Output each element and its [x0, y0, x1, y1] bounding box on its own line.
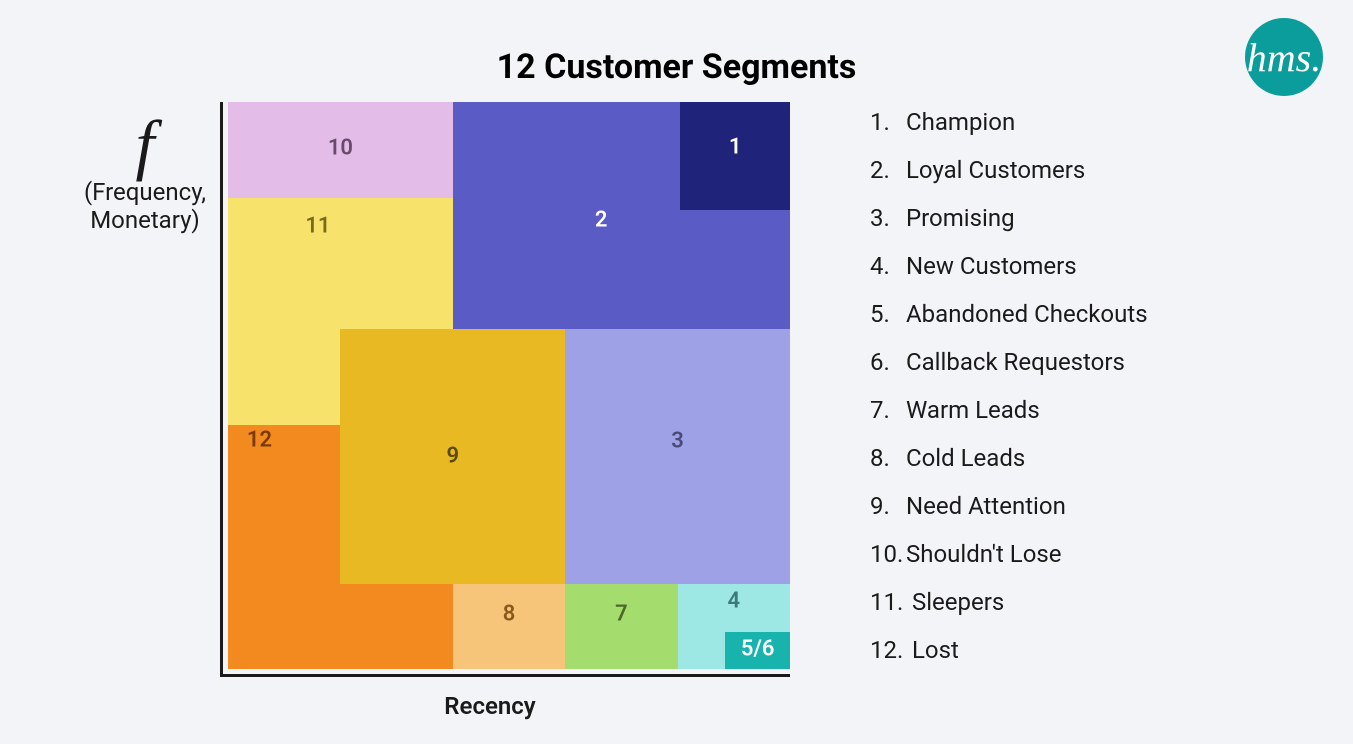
- legend-item-label: Callback Requestors: [906, 348, 1125, 376]
- segment-label-2: 2: [595, 207, 608, 232]
- legend-item-label: Abandoned Checkouts: [906, 300, 1148, 328]
- y-axis-label: f (Frequency, Monetary): [70, 110, 220, 234]
- legend-item-3: 3. Promising: [870, 194, 1148, 242]
- y-axis-text-line2: Monetary): [70, 206, 220, 234]
- page-root: 12 Customer Segments hms. f (Frequency, …: [0, 0, 1353, 744]
- segment-label-10: 10: [328, 136, 353, 161]
- legend-item-number: 7.: [870, 386, 906, 434]
- legend-item-number: 5.: [870, 290, 906, 338]
- legend-item-label: Cold Leads: [906, 444, 1025, 472]
- legend-item-9: 9. Need Attention: [870, 482, 1148, 530]
- segment-label-9: 9: [446, 444, 459, 469]
- segment-label-11: 11: [305, 213, 330, 238]
- legend-item-number: 9.: [870, 482, 906, 530]
- segment-label-8: 8: [503, 601, 516, 626]
- y-axis-line: [220, 102, 223, 677]
- y-axis-text-line1: (Frequency,: [70, 178, 220, 206]
- legend-item-number: 10.: [870, 530, 906, 578]
- legend-item-number: 12.: [870, 626, 906, 674]
- legend-item-number: 4.: [870, 242, 906, 290]
- legend-item-label: Warm Leads: [906, 396, 1040, 424]
- segment-label-7: 7: [615, 601, 628, 626]
- brand-logo: hms.: [1245, 18, 1323, 96]
- legend-item-number: 11.: [870, 578, 906, 626]
- page-title: 12 Customer Segments: [0, 47, 1353, 87]
- legend-item-12: 12. Lost: [870, 626, 1148, 674]
- segment-label-4: 4: [727, 588, 740, 613]
- segment-9: 9: [340, 329, 565, 584]
- legend-item-number: 1.: [870, 98, 906, 146]
- legend-item-1: 1. Champion: [870, 98, 1148, 146]
- legend-item-number: 2.: [870, 146, 906, 194]
- legend-item-label: Promising: [906, 204, 1015, 232]
- legend-item-number: 6.: [870, 338, 906, 386]
- segment-3: 3: [565, 329, 790, 584]
- segment-label-12: 12: [247, 427, 272, 452]
- segment-label-5-6: 5/6: [741, 636, 775, 661]
- x-axis-label: Recency: [390, 692, 590, 720]
- y-axis-symbol: f: [70, 110, 220, 178]
- legend-item-2: 2. Loyal Customers: [870, 146, 1148, 194]
- segment-7: 7: [565, 584, 677, 669]
- legend: 1. Champion2. Loyal Customers3. Promisin…: [870, 98, 1148, 674]
- segment-5-6: 5/6: [725, 632, 790, 669]
- segment-label-3: 3: [671, 429, 684, 454]
- legend-item-label: Loyal Customers: [906, 156, 1085, 184]
- chart-plot-area: 211110345/678129: [228, 102, 790, 669]
- legend-item-7: 7. Warm Leads: [870, 386, 1148, 434]
- legend-item-number: 8.: [870, 434, 906, 482]
- x-axis-line: [220, 674, 790, 677]
- segment-10: 10: [228, 102, 453, 198]
- legend-item-6: 6. Callback Requestors: [870, 338, 1148, 386]
- legend-item-label: Champion: [906, 108, 1015, 136]
- legend-item-label: New Customers: [906, 252, 1077, 280]
- legend-item-8: 8. Cold Leads: [870, 434, 1148, 482]
- segment-8: 8: [453, 584, 565, 669]
- segment-label-1: 1: [729, 135, 742, 160]
- legend-item-4: 4. New Customers: [870, 242, 1148, 290]
- legend-item-number: 3.: [870, 194, 906, 242]
- chart-frame: 211110345/678129: [220, 102, 790, 677]
- legend-item-label: Lost: [906, 636, 959, 664]
- legend-item-10: 10. Shouldn't Lose: [870, 530, 1148, 578]
- legend-item-label: Sleepers: [906, 588, 1004, 616]
- segment-1: 1: [680, 102, 790, 210]
- legend-item-5: 5. Abandoned Checkouts: [870, 290, 1148, 338]
- legend-item-label: Shouldn't Lose: [906, 540, 1062, 568]
- legend-item-label: Need Attention: [906, 492, 1066, 520]
- legend-item-11: 11. Sleepers: [870, 578, 1148, 626]
